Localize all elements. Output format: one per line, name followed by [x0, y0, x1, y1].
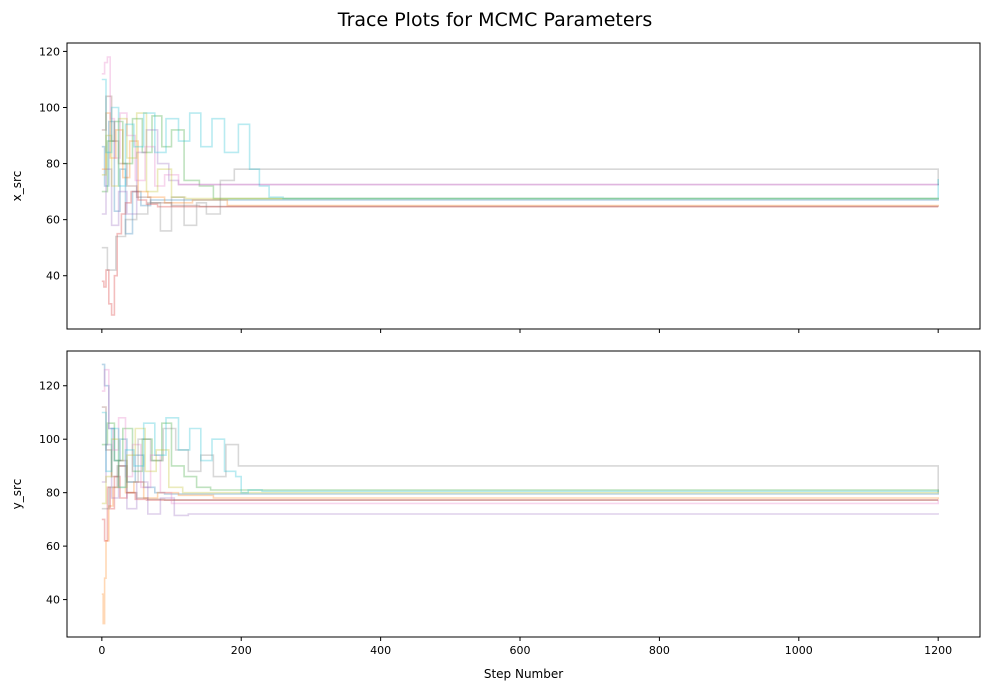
y-src-x-tick-label: 400: [370, 644, 391, 657]
x-src-series-line-2: [101, 112, 939, 207]
x-src-series-line-9: [101, 112, 939, 200]
x-src-series-line-6: [101, 95, 939, 208]
x-src-series-line-8: [101, 168, 939, 271]
y-src-trace-panel: 0 200 400 600 800 1000 1200 40 60 80 100 120 y_src St…: [10, 350, 981, 681]
y-src-series-group: [101, 363, 939, 625]
x-src-trace-panel: 40 60 80 100 120 x_src: [10, 42, 981, 333]
figure-title: Trace Plots for MCMC Parameters: [337, 9, 652, 31]
y-src-y-tick-label: 120: [39, 380, 60, 393]
x-src-y-tick-label: 40: [46, 270, 60, 283]
y-src-series-line-10: [101, 411, 939, 494]
y-src-x-tick-label: 1000: [785, 644, 813, 657]
y-src-y-tick-label: 60: [46, 540, 60, 553]
y-src-y-tick-label: 80: [46, 487, 60, 500]
y-src-x-tick-label: 800: [649, 644, 670, 657]
y-src-x-tick-label: 0: [98, 644, 105, 657]
y-src-y-tick-label: 40: [46, 594, 60, 607]
y-src-series-line-7: [101, 368, 939, 505]
x-src-series-line-4: [101, 190, 939, 316]
y-src-series-line-3: [101, 422, 939, 492]
y-src-series-line-5: [101, 443, 939, 517]
y-src-series-line-6: [101, 406, 939, 501]
y-src-series-line-1: [101, 363, 939, 495]
y-src-series-line-4: [101, 475, 939, 542]
y-src-x-tick-label: 200: [231, 644, 252, 657]
x-src-series-line-7: [101, 56, 939, 187]
x-src-series-line-3: [101, 115, 939, 200]
y-src-series-line-2: [101, 465, 939, 625]
x-src-y-tick-label: 80: [46, 158, 60, 171]
y-src-y-axis-label: y_src: [10, 479, 24, 510]
x-src-y-tick-label: 120: [39, 45, 60, 58]
x-src-axes-frame: [66, 42, 981, 330]
y-src-series-line-9: [101, 427, 939, 505]
x-src-y-tick-label: 60: [46, 214, 60, 227]
y-src-x-tick-label: 600: [510, 644, 531, 657]
x-src-series-line-10: [101, 78, 939, 200]
y-src-x-tick-label: 1200: [924, 644, 952, 657]
y-src-series-line-8: [101, 427, 939, 510]
x-src-series-group: [101, 56, 939, 316]
y-src-x-axis-label: Step Number: [484, 667, 563, 681]
x-src-series-line-1: [101, 120, 939, 235]
y-src-y-tick-label: 100: [39, 433, 60, 446]
x-src-y-axis-label: x_src: [10, 171, 24, 202]
y-src-axes-frame: [66, 350, 981, 638]
x-src-series-line-5: [101, 129, 939, 227]
x-src-y-tick-label: 100: [39, 101, 60, 114]
